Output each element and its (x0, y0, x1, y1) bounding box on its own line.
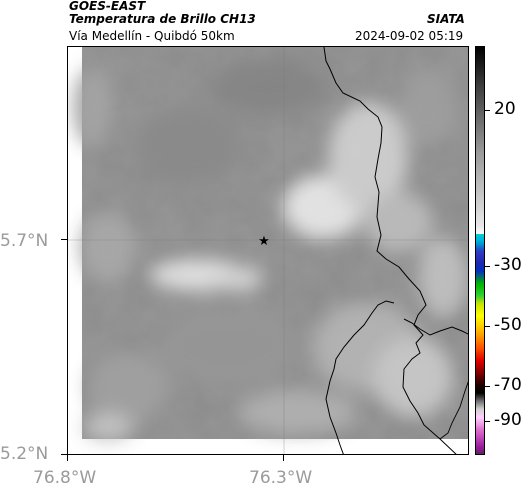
lon-label: 76.8°W (33, 468, 97, 488)
river-line (439, 381, 468, 440)
lon-label: 76.3°W (249, 468, 313, 488)
product-title: Temperatura de Brillo CH13 (69, 12, 256, 26)
lat-tick-mark (61, 454, 67, 455)
brightness-temperature-map: ★ (68, 47, 468, 454)
colorbar-tick (485, 266, 490, 267)
colorbar-label: -50 (494, 315, 522, 335)
lat-tick-mark (61, 239, 67, 240)
satellite-title: GOES-EAST (69, 0, 146, 13)
border-line (323, 47, 457, 454)
source-label: SIATA (427, 12, 465, 26)
colorbar-label: -30 (494, 255, 522, 275)
lat-label: 5.2°N (0, 444, 49, 464)
colorbar-tick (485, 326, 490, 327)
lon-tick-mark (67, 455, 68, 461)
colorbar-tick (485, 421, 490, 422)
star-icon: ★ (258, 234, 270, 249)
lat-label: 5.7°N (0, 231, 49, 251)
colorbar-label: 20 (494, 99, 516, 119)
colorbar-tick (485, 386, 490, 387)
lon-tick-mark (283, 455, 284, 461)
region-subtitle: Vía Medellín - Quibdó 50km (69, 29, 235, 43)
satellite-map[interactable]: ★ (67, 46, 469, 455)
data-field (73, 47, 468, 441)
gridlines (68, 47, 468, 454)
border-line-2 (325, 300, 395, 454)
colorbar-label: -90 (494, 410, 522, 430)
river-east (403, 318, 468, 336)
timestamp-label: 2024-09-02 05:19 (355, 29, 464, 43)
temperature-colorbar (475, 46, 485, 455)
colorbar-tick (485, 110, 490, 111)
colorbar-label: -70 (494, 375, 522, 395)
